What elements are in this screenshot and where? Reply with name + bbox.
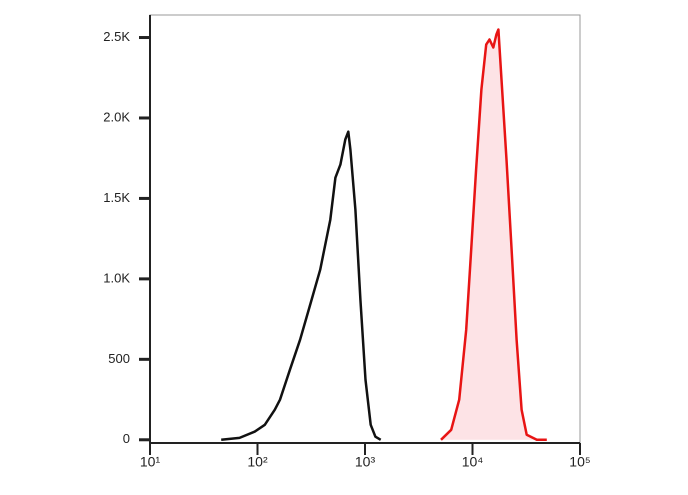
- x-tick-label: 10¹: [140, 454, 161, 470]
- histogram-line: [440, 28, 547, 442]
- histogram-line: [221, 130, 382, 442]
- x-tick-label: 10³: [355, 454, 376, 470]
- area-fill: [441, 29, 547, 440]
- x-tick-label: 10⁵: [569, 454, 590, 470]
- x-tick-label: 10²: [247, 454, 268, 470]
- x-tick-label: 10⁴: [462, 454, 484, 470]
- y-tick-label: 2.5K: [103, 29, 130, 44]
- y-tick-label: 2.0K: [103, 109, 130, 124]
- y-tick-label: 1.0K: [103, 270, 130, 285]
- y-tick-label: 0: [123, 431, 130, 446]
- y-tick-label: 500: [108, 351, 130, 366]
- y-tick-label: 1.5K: [103, 190, 130, 205]
